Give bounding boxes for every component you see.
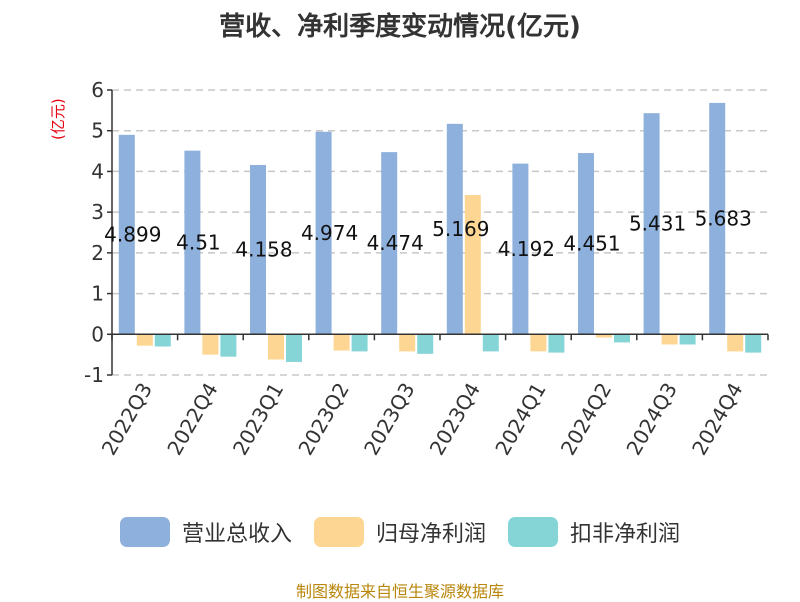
bar-扣非净利润-2023Q3 (417, 334, 434, 354)
source-note: 制图数据来自恒生聚源数据库 (295, 582, 504, 601)
chart-title: 营收、净利季度变动情况(亿元) (219, 12, 581, 42)
bar-营业总收入-2024Q1 (512, 163, 529, 335)
bar-营业总收入-2022Q3 (118, 134, 135, 335)
bar-营业总收入-2024Q4 (709, 102, 726, 335)
x-tick-label: 2024Q3 (621, 379, 681, 460)
data-label-revenue: 4.899 (104, 223, 161, 247)
x-tick-label: 2024Q1 (490, 379, 550, 460)
bar-营业总收入-2023Q2 (315, 131, 332, 335)
legend-label-deducted-profit: 扣非净利润 (570, 522, 681, 547)
bar-营业总收入-2024Q2 (578, 153, 594, 335)
bar-归母净利润-2024Q2 (596, 334, 612, 338)
data-label-revenue: 4.192 (498, 237, 555, 261)
x-tick-label: 2023Q3 (359, 379, 419, 460)
bar-扣非净利润-2023Q2 (351, 334, 368, 352)
data-label-revenue: 5.169 (432, 217, 489, 241)
bar-营业总收入-2022Q4 (184, 150, 201, 335)
bar-营业总收入-2023Q4 (446, 123, 463, 335)
legend-swatch-net-profit (313, 517, 364, 547)
x-tick-label: 2024Q4 (687, 379, 747, 460)
legend-label-revenue: 营业总收入 (181, 522, 292, 547)
x-tick-label: 2022Q4 (162, 379, 222, 460)
legend-item-deducted-profit[interactable]: 扣非净利润 (508, 516, 680, 548)
bar-归母净利润-2022Q3 (136, 334, 153, 346)
bar-扣非净利润-2023Q1 (286, 334, 302, 362)
bar-扣非净利润-2024Q3 (679, 334, 696, 345)
bar-归母净利润-2023Q2 (333, 334, 350, 351)
bar-扣非净利润-2024Q1 (548, 334, 565, 353)
y-tick-label: 3 (91, 200, 104, 224)
legend-swatch-revenue (119, 517, 170, 547)
data-label-revenue: 4.451 (563, 232, 620, 256)
bar-归母净利润-2024Q4 (727, 334, 744, 352)
data-labels: 4.899 4.51 4.158 4.974 4.474 5.169 4.192 4.451 5… (104, 207, 752, 262)
bar-营业总收入-2023Q1 (250, 164, 266, 335)
legend: 营业总收入 归母净利润 扣非净利润 (0, 516, 800, 548)
bar-扣非净利润-2024Q4 (745, 334, 762, 353)
legend-item-revenue[interactable]: 营业总收入 (119, 516, 292, 548)
bar-营业总收入-2023Q3 (381, 152, 398, 335)
data-label-revenue: 4.474 (367, 231, 424, 255)
bar-归母净利润-2023Q4 (464, 195, 481, 335)
bar-归母净利润-2023Q3 (399, 334, 416, 352)
bar-扣非净利润-2024Q2 (614, 334, 630, 343)
x-tick-label: 2023Q1 (228, 379, 288, 460)
x-tick-label: 2023Q4 (425, 379, 485, 460)
y-tick-label: 1 (91, 282, 104, 306)
data-label-revenue: 4.158 (235, 238, 292, 262)
data-label-revenue: 5.683 (695, 207, 752, 231)
bar-扣非净利润-2022Q3 (154, 334, 171, 347)
bar-归母净利润-2024Q1 (530, 334, 547, 352)
y-tick-label: 5 (91, 119, 104, 143)
legend-item-net-profit[interactable]: 归母净利润 (313, 516, 486, 548)
bar-营业总收入-2024Q3 (643, 113, 660, 335)
legend-swatch-deducted-profit (508, 517, 558, 547)
y-tick-label: 0 (91, 322, 104, 346)
y-tick-label: 4 (91, 159, 104, 183)
bar-扣非净利润-2022Q4 (220, 334, 237, 357)
legend-label-net-profit: 归母净利润 (375, 522, 486, 547)
y-tick-label: -1 (84, 363, 104, 387)
y-tick-label: 6 (91, 78, 104, 102)
data-label-revenue: 4.974 (301, 221, 358, 245)
y-tick-label: 2 (91, 241, 104, 265)
bar-扣非净利润-2023Q4 (482, 334, 499, 352)
bars (118, 102, 762, 362)
bar-归母净利润-2023Q1 (268, 334, 284, 360)
bar-归母净利润-2022Q4 (202, 334, 219, 355)
x-tick-label: 2022Q3 (97, 379, 157, 460)
x-tick-label: 2024Q2 (556, 379, 616, 460)
x-tick-label: 2023Q2 (293, 379, 353, 460)
data-label-revenue: 5.431 (629, 212, 686, 236)
bar-归母净利润-2024Q3 (661, 334, 678, 345)
data-label-revenue: 4.51 (176, 230, 221, 254)
